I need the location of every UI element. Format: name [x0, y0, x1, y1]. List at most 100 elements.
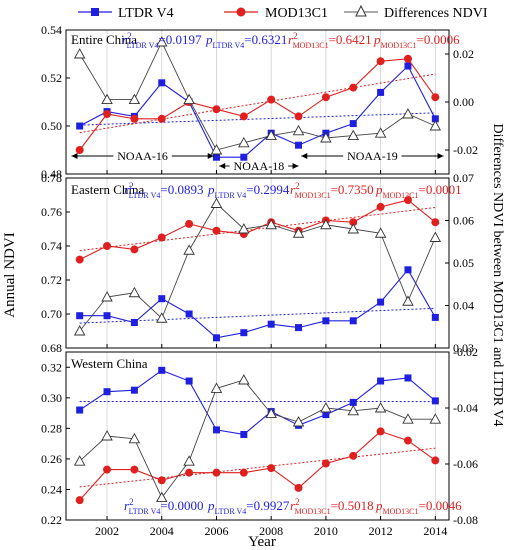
noaa-label: NOAA-16	[117, 149, 168, 163]
mod-point	[103, 465, 112, 474]
ltdr-point	[295, 324, 303, 332]
legend-diff-marker	[355, 4, 367, 17]
ltdr-point	[130, 386, 138, 394]
diff-point	[101, 430, 113, 441]
legend-ltdr-label: LTDR V4	[118, 6, 174, 21]
mod-point	[212, 226, 221, 235]
mod-point	[267, 95, 276, 104]
arrow-head-right	[437, 153, 444, 159]
y-right-title: Differences NDVI between MOD13C1 and LTD…	[490, 123, 505, 426]
trend-line-ltdr	[79, 112, 436, 126]
series-line-diff	[79, 379, 436, 499]
stat-ltdr-p: pLTDR V4=0.6321	[205, 32, 287, 50]
mod-point	[376, 202, 385, 211]
y-right-tick-label: 0.02	[453, 47, 474, 61]
ltdr-point	[431, 115, 439, 123]
mod-point	[103, 242, 112, 250]
trend-line-mod	[79, 206, 436, 252]
diff-point	[429, 231, 442, 242]
diff-point	[101, 93, 113, 105]
ltdr-point	[130, 319, 138, 326]
mod-point	[239, 112, 248, 121]
diff-point	[347, 129, 360, 141]
legend-mod-label: MOD13C1	[265, 6, 328, 21]
y-right-tick-label: -0.08	[453, 513, 478, 527]
panels: 0.48 0.50 0.52 0.54 -0.02 0.00 0.02 Entire Chin…	[41, 23, 478, 538]
diff-point	[73, 48, 86, 59]
stat-mod-r2: r2 MOD13C1=0.6421	[288, 31, 372, 50]
y-left-tick-label: 0.74	[41, 239, 62, 253]
mod-point	[212, 105, 221, 114]
y-left-tick-label: 0.22	[41, 513, 62, 527]
x-tick-label: 2006	[204, 524, 228, 538]
ltdr-point	[267, 320, 275, 328]
arrow-head-left	[219, 163, 226, 169]
diff-point	[265, 129, 277, 141]
ltdr-point	[322, 411, 330, 419]
y-right-tick-label: -0.02	[453, 345, 478, 359]
diff-point	[265, 218, 277, 230]
ltdr-point	[76, 122, 84, 130]
legend: LTDR V4 MOD13C1 Differences NDVI	[78, 4, 488, 21]
diff-point	[320, 218, 332, 230]
mod-point	[431, 456, 440, 465]
mod-point	[185, 219, 194, 228]
series-line-ltdr	[79, 65, 436, 158]
legend-mod-marker	[236, 7, 246, 17]
ltdr-point	[240, 153, 248, 161]
y-right-tick-label: 0.07	[453, 171, 474, 185]
y-left-tick-label: 0.72	[41, 273, 62, 287]
y-left-tick-label: 0.24	[41, 482, 62, 496]
noaa-label: NOAA-19	[347, 149, 398, 163]
ltdr-point	[185, 377, 193, 385]
diff-point	[347, 223, 360, 234]
trend-line-ltdr	[79, 307, 436, 324]
x-tick-label: 2008	[259, 524, 283, 538]
diff-point	[402, 413, 414, 424]
stat-mod-p: pMOD13C1=0.0001	[375, 182, 462, 200]
mod-point	[294, 483, 303, 492]
ltdr-point	[185, 310, 193, 318]
ltdr-point	[404, 266, 412, 274]
diff-point	[292, 124, 305, 136]
mod-point	[376, 57, 385, 66]
mod-point	[267, 464, 276, 473]
ltdr-point	[76, 406, 84, 414]
ltdr-point	[212, 334, 220, 342]
arrow-head-left	[301, 153, 308, 159]
diff-point	[128, 93, 141, 105]
y-right-tick-label: 0.04	[453, 299, 474, 313]
y-left-tick-label: 0.26	[41, 452, 62, 466]
legend-ltdr-marker	[91, 8, 99, 16]
noaa-annotation: NOAA-16	[71, 149, 214, 163]
diff-point	[183, 93, 195, 105]
ltdr-point	[212, 153, 220, 161]
x-tick-label: 2002	[95, 524, 119, 538]
mod-point	[75, 496, 84, 505]
ltdr-point	[377, 298, 385, 306]
arrow-head-right	[292, 163, 299, 169]
ltdr-point	[377, 88, 385, 96]
ltdr-point	[103, 312, 111, 320]
y-right-tick-label: 0.00	[453, 95, 474, 109]
mod-point	[349, 451, 358, 460]
noaa-annotation: NOAA-19	[301, 149, 444, 163]
series-line-mod	[79, 199, 436, 261]
mod-point	[321, 459, 330, 468]
diff-point	[374, 402, 387, 413]
x-tick-label: 2004	[150, 524, 174, 538]
ltdr-point	[404, 374, 412, 382]
panel-1: 0.68 0.70 0.72 0.74 0.76 0.78 0.03 0.04 0.05 0.06…	[41, 171, 474, 355]
diff-point	[238, 136, 250, 148]
mod-point	[321, 93, 330, 102]
stat-ltdr-r2: r2 LTDR V4=0.0197	[122, 31, 202, 50]
diff-point	[238, 223, 250, 234]
y-left-tick-label: 0.50	[41, 119, 62, 133]
y-left-tick-label: 0.30	[41, 391, 62, 405]
ltdr-point	[240, 430, 248, 438]
diff-point	[402, 108, 414, 119]
stat-mod-p: pMOD13C1=0.0006	[373, 32, 460, 50]
mod-point	[431, 93, 440, 102]
mod-point	[75, 255, 84, 264]
series-line-ltdr	[79, 369, 436, 436]
